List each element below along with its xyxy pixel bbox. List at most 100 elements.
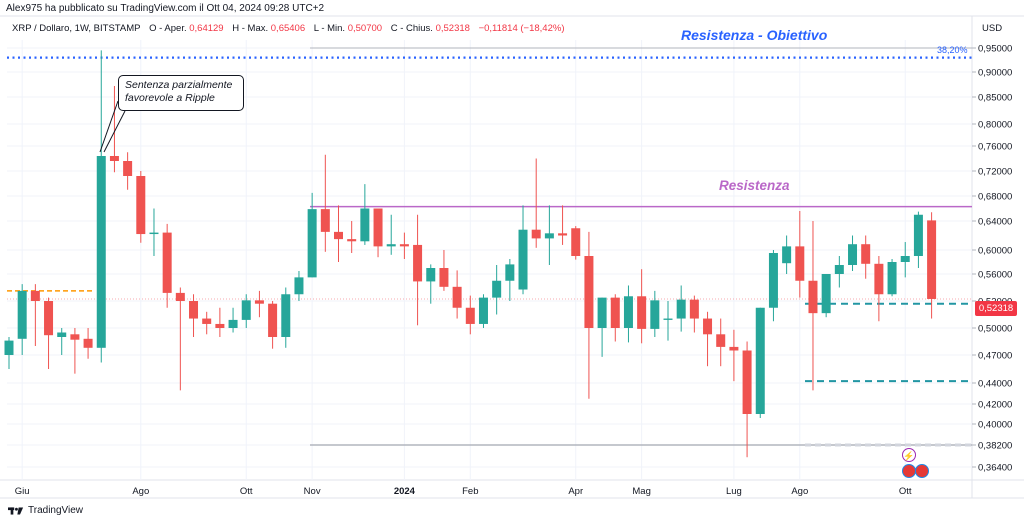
tradingview-logo-icon bbox=[8, 506, 24, 515]
flag-icon[interactable] bbox=[902, 464, 916, 478]
candle-body bbox=[663, 318, 673, 320]
symbol-ohlc-bar: XRP / Dollaro, 1W, BITSTAMP O - Aper. 0,… bbox=[12, 23, 564, 34]
close-value: 0,52318 bbox=[435, 23, 470, 34]
callout-pointer bbox=[99, 100, 119, 153]
callout-pointer-2 bbox=[103, 110, 126, 153]
candle-body bbox=[689, 299, 699, 319]
candle-body bbox=[571, 228, 581, 256]
candle-body bbox=[887, 262, 897, 295]
candle-body bbox=[900, 256, 910, 262]
y-tick-label: 0,38200 bbox=[978, 441, 1012, 452]
y-tick-label: 0,40000 bbox=[978, 420, 1012, 431]
candle-body bbox=[597, 297, 607, 328]
x-tick-label: Ott bbox=[240, 486, 253, 497]
candle-body bbox=[821, 274, 831, 314]
low-label: L - Min. bbox=[313, 23, 346, 34]
candle-body bbox=[505, 264, 515, 281]
candle-body bbox=[70, 334, 80, 340]
candle-body bbox=[465, 307, 475, 324]
y-tick-label: 0,90000 bbox=[978, 68, 1012, 79]
candle-body bbox=[544, 233, 554, 239]
y-axis: 0,95000 0,90000 0,85000 0,80000 0,76000 0,720… bbox=[972, 44, 1012, 474]
candle-body bbox=[373, 208, 383, 247]
candle-body bbox=[268, 303, 278, 337]
candle-body bbox=[30, 290, 40, 301]
x-tick-label: Giu bbox=[15, 486, 30, 497]
x-tick-label: Lug bbox=[726, 486, 742, 497]
x-tick-label: Ott bbox=[899, 486, 912, 497]
callout-line-1: Sentenza parzialmente bbox=[125, 79, 233, 91]
candle-body bbox=[413, 244, 423, 282]
candle-body bbox=[254, 300, 264, 304]
y-tick-label: 0,95000 bbox=[978, 44, 1012, 55]
candle-body bbox=[439, 268, 449, 287]
y-tick-label: 0,50000 bbox=[978, 324, 1012, 335]
candle-body bbox=[189, 301, 199, 319]
candle-body bbox=[861, 244, 871, 264]
publisher-line: Alex975 ha pubblicato su TradingView.com… bbox=[6, 3, 325, 14]
x-tick-label: Feb bbox=[462, 486, 478, 497]
candle-body bbox=[44, 301, 54, 336]
candle-body bbox=[426, 268, 436, 282]
news-callout: Sentenza parzialmente favorevole a Rippl… bbox=[118, 75, 244, 111]
candle-body bbox=[927, 220, 937, 299]
candle-body bbox=[492, 280, 502, 298]
open-value: 0,64129 bbox=[189, 23, 224, 34]
y-tick-label: 0,42000 bbox=[978, 400, 1012, 411]
callout-line-2: favorevole a Ripple bbox=[125, 92, 215, 104]
x-tick-label: Nov bbox=[304, 486, 321, 497]
symbol-label[interactable]: XRP / Dollaro, 1W, BITSTAMP bbox=[12, 23, 141, 34]
candle-body bbox=[202, 318, 212, 324]
target-resistance-label: Resistenza - Obiettivo bbox=[681, 27, 828, 43]
candle-body bbox=[478, 297, 488, 324]
y-tick-label: 0,47000 bbox=[978, 351, 1012, 362]
y-tick-label: 0,80000 bbox=[978, 120, 1012, 131]
candle-body bbox=[228, 319, 238, 328]
x-tick-label: Mag bbox=[632, 486, 650, 497]
high-label: H - Max. bbox=[232, 23, 269, 34]
candle-body bbox=[96, 156, 106, 348]
candle-body bbox=[109, 156, 119, 161]
high-value: 0,65406 bbox=[270, 23, 306, 34]
flash-icon[interactable]: ⚡ bbox=[902, 448, 916, 462]
last-price-tag: 0,52318 bbox=[975, 301, 1017, 316]
candle-body bbox=[149, 232, 159, 235]
candle-body bbox=[307, 209, 317, 278]
candle-body bbox=[650, 300, 660, 329]
candle-body bbox=[347, 239, 357, 242]
candle-body bbox=[848, 244, 858, 265]
x-tick-label: Ago bbox=[132, 486, 149, 497]
y-tick-label: 0,60000 bbox=[978, 246, 1012, 257]
fib-level-label: 38,20% bbox=[937, 45, 968, 55]
candle-body bbox=[742, 350, 752, 414]
x-axis: Giu Ago Ott Nov 2024 Feb Apr Mag Lug Ago Ott bbox=[15, 486, 912, 497]
candle-body bbox=[399, 244, 409, 247]
close-label: C - Chius. bbox=[390, 23, 433, 34]
candle-body bbox=[768, 253, 778, 308]
candle-body bbox=[913, 214, 923, 256]
candle-body bbox=[334, 231, 343, 240]
candle-body bbox=[623, 296, 633, 328]
y-tick-label: 0,76000 bbox=[978, 142, 1012, 153]
candle-body bbox=[755, 307, 765, 414]
y-tick-label: 0,36400 bbox=[978, 463, 1012, 474]
candle-body bbox=[716, 334, 726, 347]
x-tick-label: 2024 bbox=[394, 486, 416, 497]
candle-body bbox=[703, 318, 713, 335]
candle-body bbox=[610, 297, 620, 328]
candle-body bbox=[83, 338, 93, 348]
y-tick-label: 0,64000 bbox=[978, 217, 1012, 228]
candle-body bbox=[782, 246, 792, 264]
candle-body bbox=[558, 233, 568, 236]
currency-label[interactable]: USD bbox=[982, 23, 1003, 34]
candle-body bbox=[360, 208, 370, 242]
candle-body bbox=[17, 290, 27, 339]
low-value: 0,50700 bbox=[347, 23, 383, 34]
candle-body bbox=[874, 263, 884, 295]
change-value: −0,11814 (−18,42%) bbox=[478, 23, 565, 34]
candle-body bbox=[241, 300, 251, 320]
candle-body bbox=[281, 294, 291, 337]
candle-body bbox=[795, 246, 805, 281]
flag-icon[interactable] bbox=[915, 464, 929, 478]
